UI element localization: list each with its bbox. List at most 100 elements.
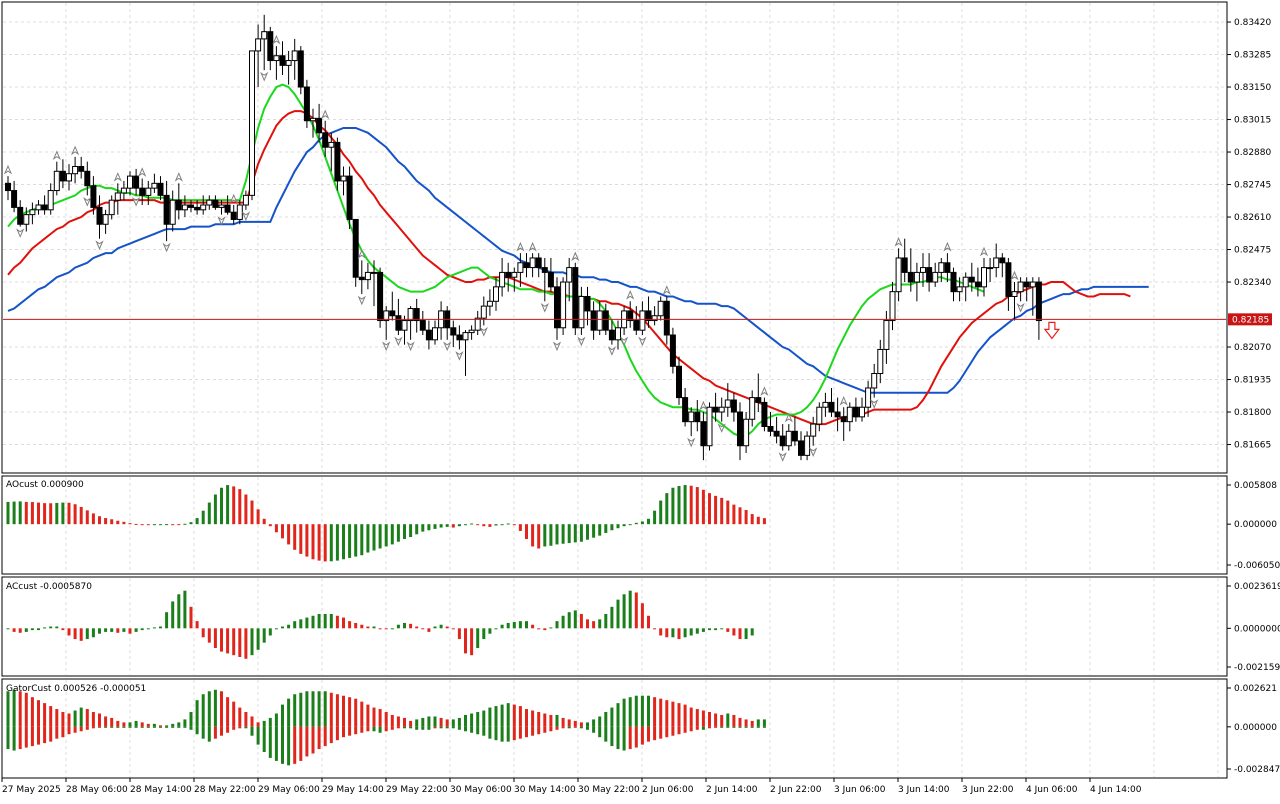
bull-candle-body [785, 430, 792, 447]
candle [700, 412, 707, 461]
histogram-up-bar [201, 726, 205, 739]
candle [157, 176, 164, 201]
fractal-down-icon [619, 336, 629, 347]
histogram-up-bar [659, 500, 663, 525]
fractal-down-icon [540, 302, 549, 313]
histogram-up-bar [421, 726, 425, 730]
bear-candle-body [737, 411, 743, 447]
candle [615, 320, 621, 350]
indicator-tick-label: -0.0021594 [1234, 663, 1280, 673]
histogram-up-bar [604, 524, 608, 533]
histogram-up-bar [207, 502, 211, 525]
histogram-down-bar [543, 628, 547, 631]
histogram-down-bar [659, 628, 663, 636]
candle [669, 327, 676, 374]
histogram-down-bar [110, 717, 114, 727]
bear-candle-body [828, 401, 835, 413]
fractal-down-icon [406, 341, 415, 352]
bull-candle-body [895, 257, 902, 293]
candle [791, 416, 798, 446]
fractal-down-icon [16, 228, 25, 238]
candle [676, 356, 682, 405]
candle [798, 431, 804, 461]
histogram-up-bar [701, 726, 705, 730]
candle [102, 209, 109, 234]
bear-candle-body [926, 267, 933, 283]
bear-candle-body [78, 165, 85, 172]
histogram-up-bar [470, 713, 474, 727]
histogram-down-bar [18, 691, 22, 727]
price-panel[interactable] [3, 14, 1226, 462]
histogram-up-bar [317, 613, 321, 629]
histogram-up-bar [439, 624, 443, 629]
histogram-down-bar [537, 712, 541, 727]
histogram-down-bar [293, 726, 297, 764]
gator-panel[interactable] [6, 689, 766, 766]
bear-candle-body [59, 170, 66, 182]
histogram-up-bar [146, 726, 150, 728]
histogram-up-bar [598, 726, 602, 738]
fractal-down-icon [162, 242, 171, 253]
candle [493, 277, 499, 311]
histogram-up-bar [281, 704, 284, 727]
histogram-up-bar [122, 628, 126, 632]
histogram-down-bar [561, 726, 565, 729]
histogram-up-bar [342, 524, 345, 560]
candle [1017, 277, 1024, 302]
bull-candle-body [462, 332, 469, 341]
histogram-down-bar [189, 606, 193, 629]
histogram-up-bar [708, 628, 711, 631]
candle [175, 183, 182, 220]
current-price-label: 0.82185 [1232, 315, 1269, 325]
histogram-up-bar [445, 524, 449, 527]
candle [706, 402, 713, 451]
histogram-down-bar [12, 628, 16, 632]
candle [267, 26, 274, 71]
candle [389, 291, 396, 321]
time-tick-label: 4 Jun 06:00 [1026, 785, 1078, 795]
bull-candle-body [72, 165, 79, 175]
histogram-down-bar [525, 524, 528, 540]
histogram-down-bar [415, 626, 419, 629]
histogram-down-bar [256, 722, 260, 727]
histogram-up-bar [268, 717, 272, 727]
histogram-up-bar [549, 627, 553, 629]
bull-candle-body [816, 406, 823, 425]
bull-candle-body [169, 199, 176, 225]
histogram-up-bar [226, 485, 230, 525]
fractal-down-icon [870, 399, 879, 409]
bear-candle-body [901, 257, 908, 273]
bull-candle-body [236, 204, 243, 220]
ao-panel[interactable] [6, 485, 766, 562]
histogram-up-bar [177, 726, 181, 728]
fractal-down-icon [638, 336, 647, 347]
histogram-down-bar [683, 704, 687, 727]
candle [84, 161, 91, 196]
ac-panel[interactable] [6, 590, 754, 659]
histogram-down-bar [232, 701, 236, 727]
histogram-down-bar [201, 628, 205, 638]
histogram-down-bar [732, 714, 736, 727]
histogram-down-bar [549, 726, 553, 732]
histogram-up-bar [494, 726, 498, 741]
histogram-down-bar [586, 619, 589, 629]
histogram-down-bar [342, 617, 345, 629]
histogram-up-bar [207, 726, 211, 742]
histogram-down-bar [634, 592, 638, 629]
histogram-down-bar [720, 497, 724, 525]
candle [639, 301, 646, 335]
bull-candle-body [913, 271, 920, 283]
histogram-up-bar [683, 485, 687, 525]
histogram-down-bar [512, 704, 516, 727]
histogram-down-bar [226, 628, 230, 654]
bear-candle-body [541, 267, 548, 273]
candle [535, 253, 542, 278]
histogram-up-bar [427, 524, 431, 531]
histogram-up-bar [671, 487, 675, 525]
histogram-up-bar [323, 613, 327, 629]
histogram-up-bar [573, 610, 577, 629]
bull-candle-body [468, 329, 475, 334]
candle [572, 262, 579, 335]
